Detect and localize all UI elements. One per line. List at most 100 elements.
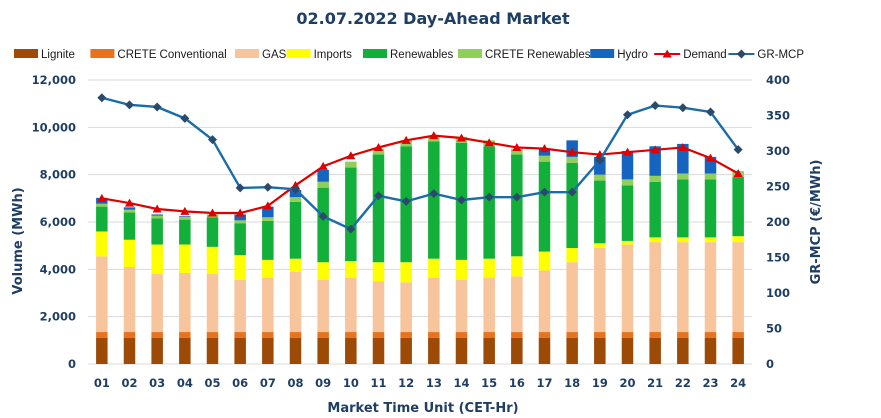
x-tick-label: 14: [453, 376, 469, 390]
bar-gas-02: [123, 266, 136, 333]
bar-lignite-17: [538, 337, 551, 364]
bar-lignite-21: [649, 337, 661, 364]
bar-gas-15: [483, 277, 495, 333]
demand-point-17: [540, 144, 549, 153]
bar-imports-15: [483, 258, 495, 278]
bar-imports-19: [594, 243, 606, 249]
bar-lignite-02: [123, 337, 136, 364]
bar-renewables-10: [345, 167, 357, 262]
x-tick-label: 24: [730, 376, 746, 390]
y2-tick-label: 400: [766, 73, 790, 87]
mcp-point-22: [678, 103, 688, 113]
bar-gas-18: [566, 262, 578, 333]
bar-crete-conventional-02: [123, 332, 136, 338]
demand-point-13: [429, 131, 439, 140]
bar-crete-renewables-08: [289, 197, 302, 202]
bar-lignite-10: [345, 337, 357, 364]
bar-imports-14: [455, 259, 468, 280]
bar-imports-13: [428, 258, 440, 278]
demand-point-18: [567, 147, 577, 156]
bar-gas-20: [621, 244, 634, 333]
demand-point-07: [263, 201, 273, 210]
bar-crete-conventional-09: [317, 332, 329, 338]
bar-lignite-08: [289, 337, 302, 364]
bar-gas-10: [345, 277, 357, 333]
bar-gas-07: [262, 277, 274, 333]
mcp-point-03: [152, 102, 162, 112]
bar-hydro-23: [704, 156, 717, 174]
bar-renewables-08: [289, 201, 302, 259]
bar-crete-conventional-17: [538, 332, 551, 338]
demand-point-20: [623, 147, 632, 156]
x-tick-label: 03: [149, 376, 165, 390]
bar-crete-conventional-21: [649, 332, 661, 338]
mcp-point-07: [263, 182, 273, 192]
x-tick-label: 18: [564, 376, 580, 390]
y-tick-label: 8,000: [40, 168, 76, 182]
bar-crete-renewables-07: [262, 217, 274, 221]
y2-tick-label: 200: [766, 215, 790, 229]
bar-gas-01: [96, 256, 108, 333]
mcp-point-21: [650, 101, 660, 111]
mcp-point-06: [235, 183, 245, 193]
bar-crete-conventional-03: [151, 332, 163, 338]
bar-renewables-17: [538, 161, 551, 252]
bar-imports-06: [234, 255, 246, 280]
bar-hydro-21: [649, 146, 661, 176]
legend-label: CRETE Renewables: [485, 49, 591, 61]
bar-gas-11: [372, 281, 385, 333]
x-tick-label: 02: [121, 376, 137, 390]
y2-tick-label: 100: [766, 286, 790, 300]
bar-renewables-23: [704, 179, 717, 238]
bar-crete-renewables-20: [621, 179, 634, 186]
bar-imports-10: [345, 261, 357, 278]
bar-lignite-24: [732, 337, 744, 364]
bar-lignite-19: [594, 337, 606, 364]
bar-renewables-07: [262, 220, 274, 260]
demand-point-04: [180, 206, 190, 215]
legend-swatch: [14, 49, 38, 58]
x-axis-title: Market Time Unit (CET-Hr): [327, 401, 518, 416]
bar-imports-08: [289, 258, 302, 272]
bar-lignite-12: [400, 337, 412, 364]
y2-axis-title: GR-MCP (€/MWh): [809, 160, 824, 285]
bar-gas-06: [234, 279, 246, 333]
x-tick-label: 22: [675, 376, 691, 390]
bar-crete-conventional-19: [594, 332, 606, 338]
demand-point-21: [650, 145, 660, 154]
bar-hydro-20: [621, 151, 634, 180]
bar-gas-19: [594, 248, 606, 333]
bar-renewables-06: [234, 223, 246, 256]
legend-label: GR-MCP: [757, 49, 804, 61]
y-tick-label: 2,000: [40, 310, 76, 324]
bar-renewables-13: [428, 141, 440, 259]
bar-gas-21: [649, 242, 661, 333]
x-tick-label: 21: [647, 376, 663, 390]
y2-tick-label: 150: [766, 251, 790, 265]
legend-mcp-marker: [736, 49, 746, 59]
bar-crete-renewables-03: [151, 215, 163, 219]
bar-lignite-23: [704, 337, 717, 364]
bar-hydro-07: [262, 206, 274, 218]
chart-title: 02.07.2022 Day-Ahead Market: [296, 9, 570, 28]
x-tick-label: 17: [536, 376, 552, 390]
bar-crete-renewables-04: [179, 216, 191, 220]
y2-tick-label: 50: [766, 322, 782, 336]
legend-swatch: [286, 49, 311, 58]
legend-label: Demand: [683, 49, 726, 61]
mcp-point-14: [457, 195, 466, 205]
demand-point-16: [512, 142, 522, 151]
demand-point-02: [125, 198, 134, 207]
bar-lignite-04: [179, 337, 191, 364]
bar-renewables-15: [483, 146, 495, 259]
bar-crete-conventional-07: [262, 332, 274, 338]
x-tick-label: 01: [94, 376, 110, 390]
mcp-point-24: [733, 145, 743, 155]
bar-lignite-15: [483, 337, 495, 364]
bar-renewables-04: [179, 219, 191, 245]
bar-lignite-05: [206, 337, 219, 364]
legend-label: Hydro: [617, 49, 648, 61]
bar-imports-12: [400, 262, 412, 283]
bar-crete-conventional-12: [400, 332, 412, 338]
bar-gas-22: [677, 242, 689, 333]
